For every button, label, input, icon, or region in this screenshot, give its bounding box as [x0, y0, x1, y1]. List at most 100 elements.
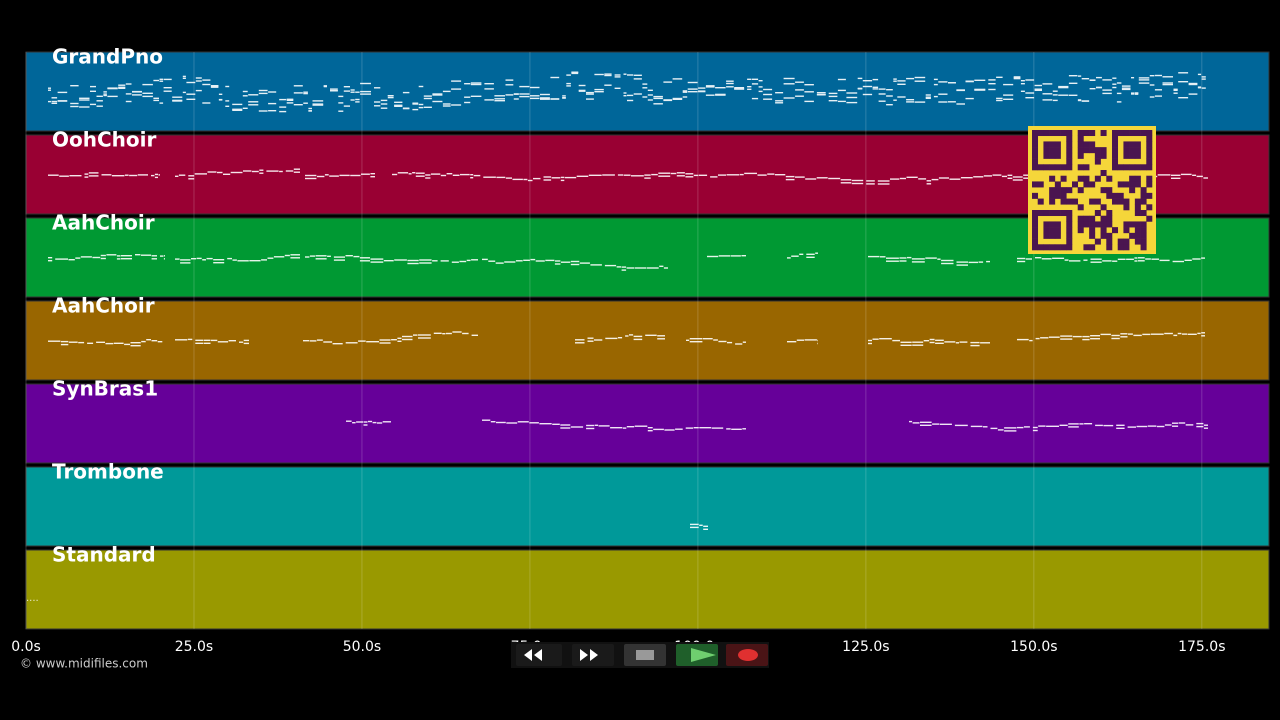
qr-cell — [1123, 227, 1130, 234]
qr-cell — [1077, 215, 1084, 222]
qr-cell — [1123, 181, 1130, 188]
track-name: AahChoir — [52, 294, 155, 318]
qr-cell — [1032, 158, 1039, 165]
qr-cell — [1032, 141, 1039, 148]
x-tick-label: 150.0s — [1010, 639, 1057, 655]
qr-cell — [1112, 135, 1119, 142]
x-tick-label: 125.0s — [842, 639, 889, 655]
qr-cell — [1106, 232, 1113, 239]
qr-cell — [1146, 141, 1153, 148]
qr-cell — [1146, 215, 1153, 222]
x-tick-label: 175.0s — [1178, 639, 1225, 655]
track-lane — [25, 549, 1270, 630]
qr-cell — [1060, 198, 1067, 205]
qr-cell — [1066, 147, 1073, 154]
qr-cell — [1094, 152, 1101, 159]
qr-cell — [1146, 135, 1153, 142]
track-name: GrandPno — [52, 45, 163, 69]
qr-cell — [1129, 187, 1136, 194]
qr-cell — [1060, 192, 1067, 199]
qr-cell — [1089, 232, 1096, 239]
qr-cell — [1112, 158, 1119, 165]
qr-cell — [1129, 164, 1136, 171]
qr-cell — [1049, 244, 1056, 251]
qr-cell — [1032, 227, 1039, 234]
qr-cell — [1123, 152, 1130, 159]
qr-cells — [1032, 130, 1153, 251]
track-lane — [25, 51, 1270, 132]
qr-cell — [1117, 164, 1124, 171]
qr-cell — [1140, 227, 1147, 234]
qr-cell — [1112, 227, 1119, 234]
qr-cell — [1077, 221, 1084, 228]
qr-cell — [1100, 221, 1107, 228]
qr-cell — [1077, 227, 1084, 234]
qr-cell — [1049, 175, 1056, 182]
qr-cell — [1049, 147, 1056, 154]
qr-cell — [1032, 244, 1039, 251]
qr-cell — [1037, 164, 1044, 171]
qr-cell — [1054, 141, 1061, 148]
qr-cell — [1032, 147, 1039, 154]
note-group — [48, 252, 1205, 271]
qr-cell — [1049, 192, 1056, 199]
rewind-icon — [524, 649, 542, 661]
qr-cell — [1140, 164, 1147, 171]
qr-cell — [1112, 141, 1119, 148]
qr-cell — [1054, 227, 1061, 234]
qr-cell — [1123, 198, 1130, 205]
qr-cell — [1049, 210, 1056, 217]
qr-cell — [1146, 204, 1153, 211]
qr-cell — [1066, 238, 1073, 245]
qr-cell — [1043, 141, 1050, 148]
qr-cell — [1049, 227, 1056, 234]
qr-cell — [1129, 147, 1136, 154]
qr-cell — [1140, 221, 1147, 228]
qr-cell — [1049, 232, 1056, 239]
qr-cell — [1134, 147, 1141, 154]
qr-cell — [1134, 175, 1141, 182]
qr-cell — [1043, 147, 1050, 154]
forward-icon — [580, 649, 598, 661]
qr-cell — [1089, 198, 1096, 205]
note-group — [48, 331, 1205, 347]
qr-cell — [1140, 187, 1147, 194]
qr-cell — [1072, 198, 1079, 205]
track-name: SynBras1 — [52, 377, 158, 401]
qr-cell — [1043, 227, 1050, 234]
qr-cell — [1112, 192, 1119, 199]
qr-cell — [1089, 141, 1096, 148]
qr-cell — [1066, 232, 1073, 239]
qr-cell — [1140, 130, 1147, 137]
qr-cell — [1043, 130, 1050, 137]
qr-cell — [1140, 198, 1147, 205]
qr-cell — [1134, 198, 1141, 205]
qr-cell — [1117, 198, 1124, 205]
qr-cell — [1106, 175, 1113, 182]
qr-cell — [1043, 210, 1050, 217]
qr-cell — [1100, 152, 1107, 159]
qr-cell — [1066, 158, 1073, 165]
copyright: © www.midifiles.com — [20, 657, 148, 671]
play-icon — [691, 648, 716, 662]
qr-cell — [1066, 221, 1073, 228]
qr-cell — [1134, 227, 1141, 234]
qr-cell — [1112, 164, 1119, 171]
qr-cell — [1112, 152, 1119, 159]
qr-cell — [1037, 181, 1044, 188]
qr-cell — [1100, 187, 1107, 194]
qr-cell — [1094, 221, 1101, 228]
qr-cell — [1146, 158, 1153, 165]
qr-cell — [1066, 141, 1073, 148]
qr-cell — [1094, 147, 1101, 154]
qr-cell — [1083, 181, 1090, 188]
qr-cell — [1117, 181, 1124, 188]
qr-cell — [1049, 130, 1056, 137]
qr-cell — [1146, 147, 1153, 154]
qr-cell — [1089, 181, 1096, 188]
qr-cell — [1077, 147, 1084, 154]
qr-cell — [1134, 152, 1141, 159]
qr-cell — [1112, 130, 1119, 137]
qr-cell — [1100, 232, 1107, 239]
qr-cell — [1106, 221, 1113, 228]
